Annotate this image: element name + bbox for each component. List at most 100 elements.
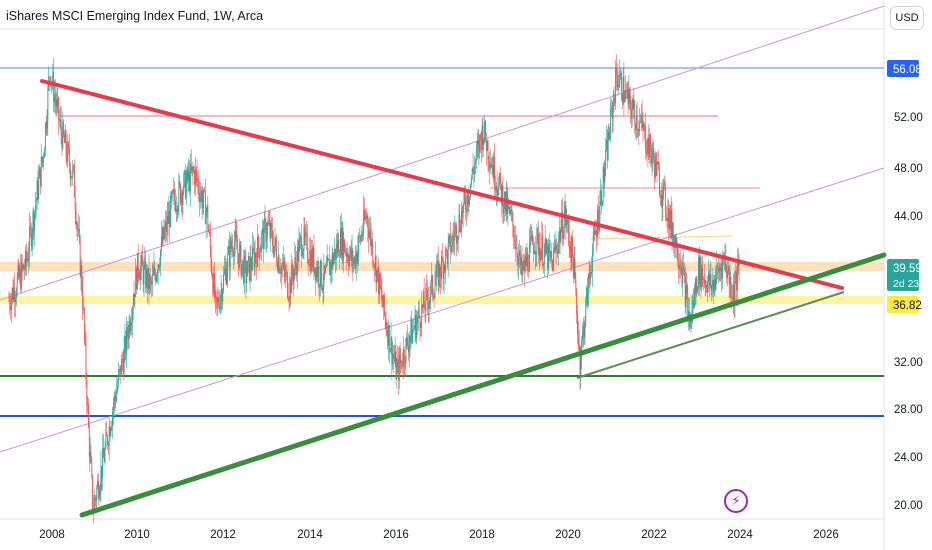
candle-body: [509, 209, 511, 214]
candle-body: [231, 246, 233, 249]
candle-body: [262, 228, 263, 235]
candle-body: [721, 267, 723, 279]
candle-body: [710, 274, 712, 291]
candle-body: [79, 237, 81, 276]
candle-body: [362, 232, 364, 237]
currency-button[interactable]: USD: [890, 6, 924, 30]
candle-body: [318, 266, 320, 285]
candle-body: [626, 89, 628, 92]
candle-body: [108, 426, 110, 447]
candle-body: [236, 237, 238, 250]
candle-body: [243, 259, 244, 283]
candle-body: [252, 247, 254, 271]
candle-body: [83, 308, 84, 310]
candle-body: [359, 236, 361, 241]
candle-body: [577, 314, 578, 335]
candle-body: [369, 229, 371, 233]
candle-body: [290, 279, 292, 294]
lightning-icon[interactable]: ⚡︎: [724, 489, 748, 513]
candle-body: [566, 224, 568, 226]
candle-body: [322, 287, 324, 291]
candle-body: [576, 291, 578, 315]
candle-body: [730, 276, 732, 297]
candle-body: [348, 261, 350, 267]
candle-body: [654, 160, 656, 178]
candle-body: [239, 244, 241, 249]
candle-body: [578, 339, 580, 347]
candle-body: [615, 68, 617, 104]
candle-body: [671, 210, 673, 239]
candle-body: [470, 178, 472, 184]
candle-body: [722, 257, 723, 279]
candle-body: [370, 229, 372, 248]
candle-body: [522, 267, 524, 275]
candle-body: [197, 181, 199, 182]
candle-body: [417, 309, 419, 318]
candle-body: [117, 385, 118, 391]
candle-body: [266, 236, 268, 242]
candle-body: [259, 251, 261, 259]
candle-body: [233, 243, 235, 256]
candle-body: [517, 257, 519, 265]
candle-body: [451, 246, 452, 252]
candle-body: [563, 216, 565, 235]
candle-body: [278, 256, 280, 273]
candle-body: [441, 256, 443, 262]
candle-body: [557, 240, 559, 254]
candle-body: [288, 299, 290, 301]
candle-body: [86, 379, 88, 405]
candle-body: [80, 265, 82, 276]
candle-body: [167, 216, 169, 225]
candle-body: [400, 360, 402, 363]
candlestick-series: [8, 54, 740, 523]
candle-body: [260, 248, 262, 252]
candle-body: [272, 245, 274, 255]
candle-body: [22, 265, 24, 269]
candle-body: [583, 325, 585, 338]
candle-body: [77, 225, 79, 232]
candle-body: [60, 119, 62, 133]
candle-body: [440, 276, 442, 279]
candle-body: [321, 287, 323, 291]
candle-body: [73, 165, 74, 168]
candle-body: [368, 232, 370, 238]
price-axis[interactable]: 52.00 48.00 44.00 32.00 28.00 24.00 20.0…: [887, 60, 925, 512]
candle-body: [337, 239, 339, 253]
price-tick-label: 28.00: [894, 404, 923, 416]
candle-body: [107, 435, 108, 446]
candle-body: [653, 148, 655, 161]
candle-body: [89, 451, 91, 457]
candle-body: [229, 240, 231, 268]
candle-body: [111, 425, 113, 430]
candle-body: [572, 237, 573, 258]
candle-body: [639, 122, 641, 132]
candle-body: [135, 268, 137, 297]
candle-body: [403, 349, 405, 364]
candle-body: [232, 246, 234, 252]
candle-body: [18, 265, 20, 278]
candle-body: [311, 249, 313, 267]
candle-body: [330, 261, 331, 276]
candle-body: [106, 432, 108, 436]
time-axis[interactable]: 2008 2010 2012 2014 2016 2018 2020 2022 …: [39, 529, 839, 541]
candle-body: [415, 314, 417, 339]
candle-body: [674, 235, 675, 249]
candle-body: [65, 132, 67, 154]
candle-body: [165, 221, 167, 230]
candle-body: [590, 272, 592, 274]
candle-body: [126, 327, 128, 338]
candle-body: [201, 191, 203, 209]
candle-body: [212, 276, 214, 294]
candle-body: [149, 277, 151, 290]
candle-body: [163, 227, 165, 238]
candle-body: [501, 185, 503, 204]
candle-body: [495, 186, 497, 191]
candle-body: [37, 181, 39, 200]
candle-body: [310, 249, 312, 272]
candle-body: [657, 162, 659, 165]
candle-body: [656, 162, 658, 176]
candle-body: [511, 213, 513, 215]
candle-body: [199, 193, 200, 203]
candle-body: [676, 238, 678, 259]
